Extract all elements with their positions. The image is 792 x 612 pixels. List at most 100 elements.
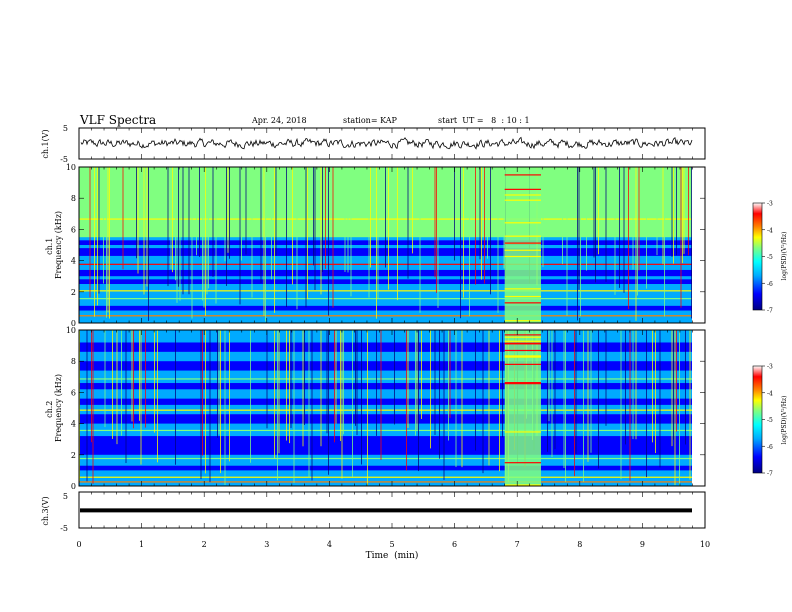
ch2-sferic — [548, 330, 550, 422]
ch1-sferic — [229, 167, 230, 259]
ch1-event-line — [504, 249, 541, 251]
ch1-sferic — [437, 167, 439, 308]
ch2-event-line — [504, 462, 541, 464]
ch1-sferic — [109, 167, 110, 319]
ch2-spectrogram-image — [79, 330, 692, 486]
ch1-sferic — [487, 167, 488, 259]
ch2-sferic — [154, 330, 155, 433]
ch2-sferic — [679, 330, 680, 486]
ch1-colorbar-tick-label: -4 — [767, 227, 773, 234]
ch2-colorbar-tick-label: -7 — [767, 471, 773, 478]
ch1-colorbar-ticks: -3 -4 -5 -6 -7 — [762, 201, 773, 315]
ch2-sferic — [407, 330, 409, 428]
ch2-dark-band — [79, 465, 692, 471]
time-axis-tick-label: 2 — [202, 540, 207, 549]
ch1-event-line — [504, 199, 541, 201]
ch1-sferic — [562, 167, 563, 265]
ch1-sferic — [385, 167, 386, 268]
ch1-sferic — [241, 167, 242, 261]
ch1-sferic — [212, 167, 214, 277]
ch2-event-line — [504, 355, 541, 357]
ch2-sferic — [308, 330, 310, 478]
ch1-sferic — [469, 167, 470, 317]
ch3-waveform-ticks — [78, 492, 706, 528]
ch2-sferic — [563, 330, 565, 469]
ch2-event-line — [504, 340, 541, 342]
ch1-event-line — [504, 255, 541, 258]
ch2-sferic — [302, 330, 304, 447]
ch1-event-line — [504, 194, 541, 196]
ch2-sferic — [355, 330, 356, 426]
ch1-sferic — [598, 167, 599, 255]
ch1-sferic — [260, 167, 262, 284]
ch1-sferic — [484, 167, 485, 284]
ch1-sferic — [307, 167, 308, 300]
ch2-sferic — [341, 330, 343, 479]
ch2-sferic — [620, 330, 622, 480]
ch1-sferic — [370, 167, 371, 268]
ch1-sferic — [542, 167, 544, 267]
ch1-sferic — [227, 167, 229, 253]
ch1-sferic — [296, 167, 298, 310]
ch2-event-line — [504, 356, 541, 358]
ch2-colorbar-tick-label: -4 — [767, 390, 773, 397]
ch1-sferic — [97, 167, 98, 306]
ch2-sferic — [335, 330, 337, 424]
ch1-sferic — [350, 167, 352, 297]
ch2-sferic — [635, 330, 637, 440]
ch2-dark-band — [79, 342, 692, 352]
ch3-ytick-top: 5 — [63, 492, 68, 501]
ch2-sferic — [671, 330, 673, 447]
ch1-sferic — [328, 167, 329, 316]
ch1-sferic — [580, 167, 581, 317]
ch1-sferic — [182, 167, 184, 295]
ch2-sferic — [277, 330, 278, 481]
ch1-sferic — [683, 167, 685, 254]
ch1-sferic — [199, 167, 200, 257]
ch1-sferic — [178, 167, 179, 287]
time-axis-tick-labels: 0 1 2 3 4 5 6 7 8 9 10 — [76, 540, 710, 549]
ch2-sferic — [482, 330, 484, 474]
ch2-event-line — [504, 343, 541, 345]
ch1-sferic — [503, 167, 505, 269]
ch2-event-line — [504, 484, 541, 486]
ch2-sferic — [104, 330, 106, 428]
ch2-spectrogram-ytick-label: 10 — [66, 326, 76, 335]
ch1-sferic — [577, 167, 578, 321]
ch1-sferic — [274, 167, 275, 313]
ch2-background — [79, 330, 692, 486]
ch1-sferic — [107, 167, 109, 313]
ch1-sferic — [314, 167, 316, 291]
ch1-sferic — [263, 167, 265, 316]
station-label: station= KAP — [343, 116, 398, 125]
ch2-sferic — [293, 330, 295, 483]
ch2-tone-line — [79, 429, 692, 432]
ch2-sferic — [376, 330, 377, 436]
ch1-sferic — [676, 167, 677, 256]
ch1-waveform-line — [80, 136, 693, 150]
ch2-sferic — [340, 330, 341, 441]
ch1-sferic — [191, 167, 193, 319]
ch2-dark-band — [79, 383, 692, 390]
ch2-colorbar-label: log(PSD)(V²/Hz) — [781, 396, 788, 445]
ch2-spectrogram-ytick-label: 4 — [71, 420, 76, 429]
ch2-tone-line — [79, 481, 692, 483]
ch2-sferic — [421, 330, 422, 419]
ch1-sferic — [682, 167, 683, 264]
ch1-sferic — [454, 167, 455, 261]
ch1-event-line — [504, 242, 541, 244]
ch1-sferic — [632, 167, 634, 270]
ch2-colorbar — [752, 365, 763, 474]
time-axis-tick-label: 5 — [389, 540, 394, 549]
ch1-sferic — [463, 167, 464, 298]
ch2-sferic — [352, 330, 353, 477]
ch2-sferic — [448, 330, 449, 441]
ch2-sferic — [200, 330, 202, 480]
ch1-sferic — [497, 167, 499, 313]
ch1-sferic — [176, 167, 178, 303]
ch2-spectrogram-ytick-label: 0 — [71, 482, 76, 491]
ch2-sferic — [220, 330, 221, 474]
time-axis-tick-label: 10 — [700, 540, 710, 549]
ch2-sferic — [406, 330, 407, 471]
ch1-sferic — [368, 167, 370, 298]
